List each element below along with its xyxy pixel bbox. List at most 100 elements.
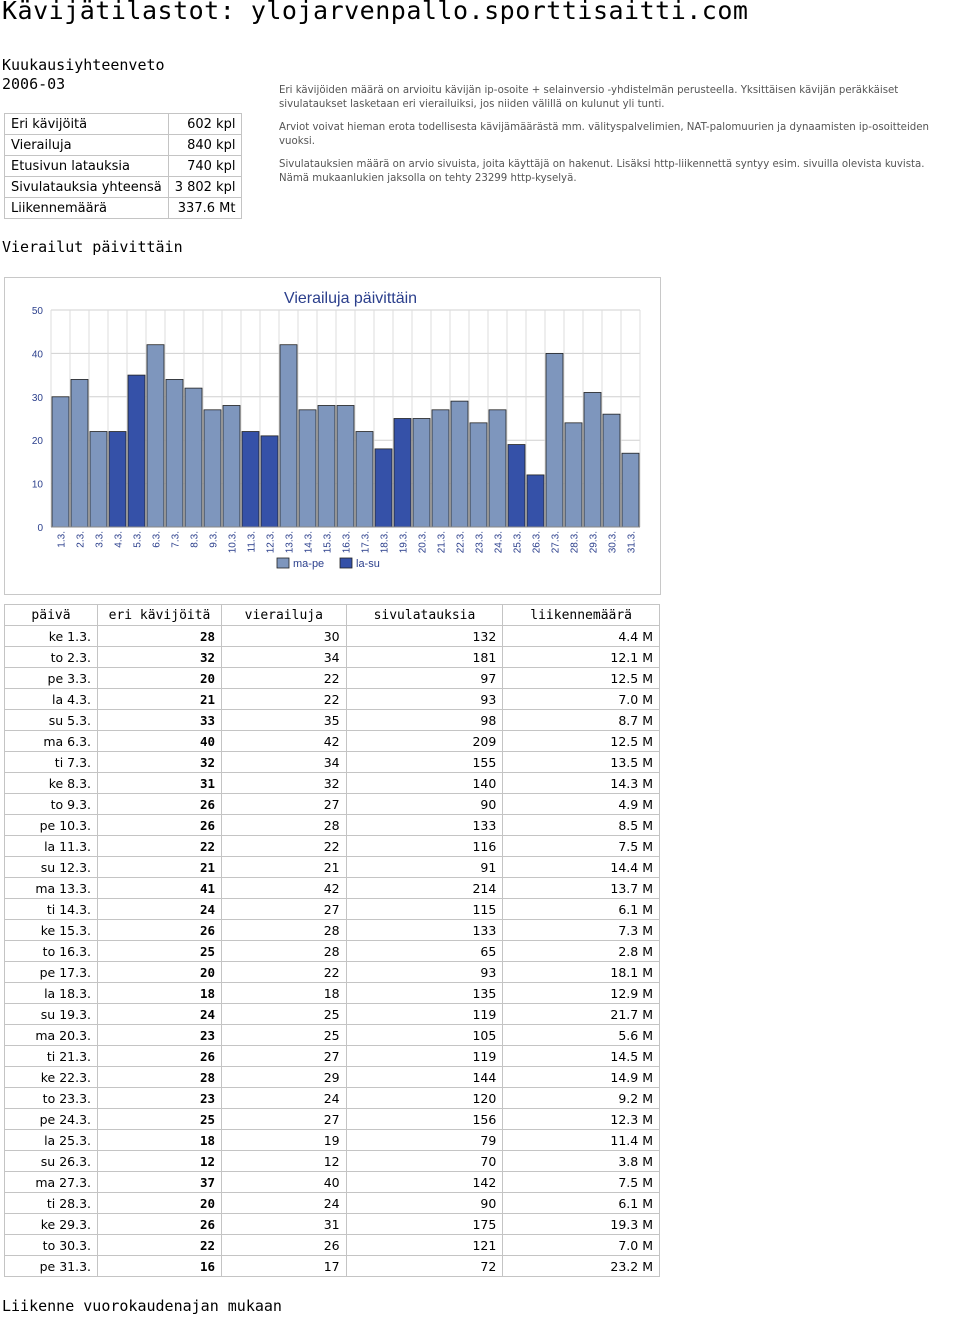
pageloads-cell: 90 — [345, 1192, 504, 1214]
traffic-cell: 11.4 M — [502, 1129, 660, 1151]
unique-cell: 25 — [97, 1108, 222, 1130]
x-tick-label: 27.3. — [551, 531, 562, 553]
day-cell: pe 3.3. — [4, 667, 98, 689]
bar — [431, 409, 450, 528]
pageloads-cell: 97 — [345, 667, 504, 689]
table-row: pe 31.3. 16 17 72 23.2 M — [4, 1255, 660, 1277]
y-tick-label: 20 — [32, 436, 44, 447]
unique-cell: 24 — [97, 1003, 222, 1025]
bar — [507, 444, 526, 528]
summary-value: 337.6 Mt — [167, 197, 243, 219]
legend-swatch-weekday — [276, 557, 290, 569]
pageloads-cell: 65 — [345, 940, 504, 962]
pageloads-cell: 93 — [345, 961, 504, 983]
summary-value: 602 kpl — [167, 113, 243, 135]
table-row: ti 14.3. 24 27 115 6.1 M — [4, 898, 660, 920]
unique-cell: 22 — [97, 1234, 222, 1256]
x-tick-label: 11.3. — [247, 531, 258, 553]
table-row: ti 28.3. 20 24 90 6.1 M — [4, 1192, 660, 1214]
traffic-cell: 8.5 M — [502, 814, 660, 836]
x-tick-label: 24.3. — [494, 531, 505, 553]
traffic-cell: 12.1 M — [502, 646, 660, 668]
unique-cell: 23 — [97, 1024, 222, 1046]
unique-cell: 16 — [97, 1255, 222, 1277]
bar — [450, 400, 469, 528]
x-tick-label: 30.3. — [608, 531, 619, 553]
day-cell: to 23.3. — [4, 1087, 98, 1109]
x-tick-label: 4.3. — [114, 531, 125, 548]
table-header-row: päivä eri kävijöitä vierailuja sivulatau… — [4, 604, 660, 626]
visits-cell: 25 — [221, 1024, 347, 1046]
pageloads-cell: 144 — [345, 1066, 504, 1088]
summary-heading: Kuukausiyhteenveto 2006-03 — [2, 56, 165, 93]
header-pageloads: sivulatauksia — [345, 604, 504, 626]
table-row: ma 13.3. 41 42 214 13.7 M — [4, 877, 660, 899]
x-tick-label: 8.3. — [190, 531, 201, 548]
summary-label: Liikennemäärä — [4, 197, 169, 219]
x-tick-label: 1.3. — [57, 531, 68, 548]
table-row: ti 7.3. 32 34 155 13.5 M — [4, 751, 660, 773]
day-cell: ma 20.3. — [4, 1024, 98, 1046]
day-cell: la 11.3. — [4, 835, 98, 857]
unique-cell: 18 — [97, 1129, 222, 1151]
x-tick-label: 23.3. — [475, 531, 486, 553]
pageloads-cell: 155 — [345, 751, 504, 773]
pageloads-cell: 120 — [345, 1087, 504, 1109]
unique-cell: 41 — [97, 877, 222, 899]
unique-cell: 32 — [97, 751, 222, 773]
summary-row: Eri kävijöitä 602 kpl — [4, 113, 243, 135]
visits-cell: 24 — [221, 1087, 347, 1109]
traffic-cell: 12.3 M — [502, 1108, 660, 1130]
traffic-cell: 12.9 M — [502, 982, 660, 1004]
x-tick-label: 6.3. — [152, 531, 163, 548]
unique-cell: 18 — [97, 982, 222, 1004]
x-tick-label: 29.3. — [589, 531, 600, 553]
table-row: pe 17.3. 20 22 93 18.1 M — [4, 961, 660, 983]
day-cell: ke 22.3. — [4, 1066, 98, 1088]
day-cell: ti 14.3. — [4, 898, 98, 920]
day-cell: to 9.3. — [4, 793, 98, 815]
bar — [203, 409, 222, 528]
pageloads-cell: 140 — [345, 772, 504, 794]
day-cell: su 26.3. — [4, 1150, 98, 1172]
table-row: ke 29.3. 26 31 175 19.3 M — [4, 1213, 660, 1235]
visits-cell: 40 — [221, 1171, 347, 1193]
day-cell: su 5.3. — [4, 709, 98, 731]
x-tick-label: 21.3. — [437, 531, 448, 553]
note-1: Eri kävijöiden määrä on arvioitu kävijän… — [279, 85, 899, 110]
unique-cell: 28 — [97, 625, 222, 647]
y-tick-label: 30 — [32, 393, 44, 404]
x-tick-label: 7.3. — [171, 531, 182, 548]
bar — [602, 413, 621, 528]
table-row: su 12.3. 21 21 91 14.4 M — [4, 856, 660, 878]
traffic-cell: 14.9 M — [502, 1066, 660, 1088]
table-row: ke 8.3. 31 32 140 14.3 M — [4, 772, 660, 794]
day-cell: pe 31.3. — [4, 1255, 98, 1277]
pageloads-cell: 133 — [345, 919, 504, 941]
summary-row: Sivulatauksia yhteensä 3 802 kpl — [4, 176, 243, 198]
bar — [488, 409, 507, 528]
traffic-cell: 13.7 M — [502, 877, 660, 899]
header-visits: vierailuja — [221, 604, 347, 626]
bar — [336, 405, 355, 528]
unique-cell: 20 — [97, 667, 222, 689]
pageloads-cell: 72 — [345, 1255, 504, 1277]
pageloads-cell: 156 — [345, 1108, 504, 1130]
visits-cell: 42 — [221, 730, 347, 752]
x-tick-label: 17.3. — [361, 531, 372, 553]
unique-cell: 25 — [97, 940, 222, 962]
visits-cell: 12 — [221, 1150, 347, 1172]
traffic-cell: 19.3 M — [502, 1213, 660, 1235]
pageloads-cell: 214 — [345, 877, 504, 899]
unique-cell: 12 — [97, 1150, 222, 1172]
table-row: ke 15.3. 26 28 133 7.3 M — [4, 919, 660, 941]
traffic-cell: 8.7 M — [502, 709, 660, 731]
pageloads-cell: 116 — [345, 835, 504, 857]
visits-cell: 22 — [221, 688, 347, 710]
summary-row: Etusivun latauksia 740 kpl — [4, 155, 243, 177]
bar — [621, 452, 640, 528]
day-cell: la 25.3. — [4, 1129, 98, 1151]
bar — [545, 353, 564, 528]
table-row: ke 1.3. 28 30 132 4.4 M — [4, 625, 660, 647]
table-row: to 30.3. 22 26 121 7.0 M — [4, 1234, 660, 1256]
